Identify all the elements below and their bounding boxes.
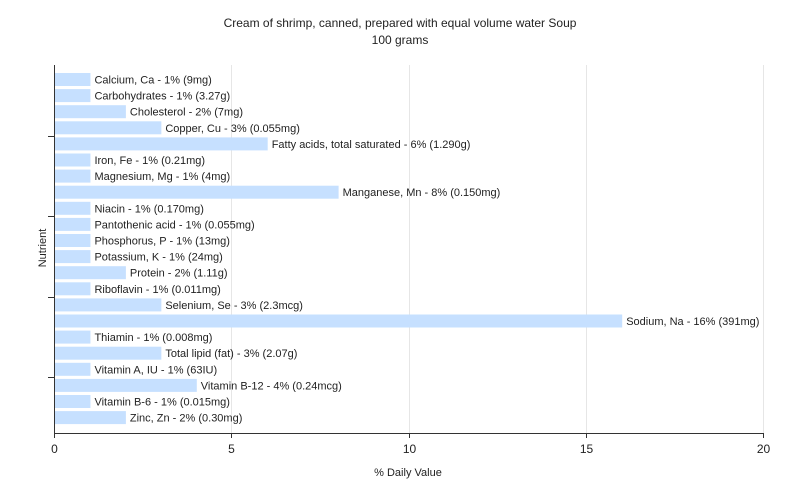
bar — [55, 201, 91, 215]
bar-label: Cholesterol - 2% (7mg) — [130, 107, 243, 119]
bar — [55, 185, 339, 199]
bar — [55, 137, 268, 151]
x-tick-label: 20 — [757, 442, 771, 456]
bars: Calcium, Ca - 1% (9mg) Carbohydrates - 1%… — [55, 73, 759, 425]
bar — [55, 362, 91, 376]
bar-label: Fatty acids, total saturated - 6% (1.290… — [272, 139, 471, 151]
x-tick-label: 5 — [228, 442, 235, 456]
bar-label: Total lipid (fat) - 3% (2.07g) — [165, 348, 297, 360]
bar-label: Calcium, Ca - 1% (9mg) — [94, 75, 211, 87]
y-axis-title: Nutrient — [37, 229, 49, 268]
x-axis-title: % Daily Value — [374, 467, 442, 479]
bar — [55, 395, 91, 408]
bar-label: Copper, Cu - 3% (0.055mg) — [165, 123, 300, 135]
x-tick-label: 15 — [580, 442, 594, 456]
gridlines — [231, 65, 764, 433]
bar — [55, 266, 126, 280]
chart-title: Cream of shrimp, canned, prepared with e… — [224, 16, 577, 30]
bar-label: Thiamin - 1% (0.008mg) — [94, 332, 212, 344]
bar — [55, 169, 91, 183]
bar-label: Potassium, K - 1% (24mg) — [94, 252, 222, 264]
bar — [55, 217, 91, 231]
bar — [55, 378, 197, 392]
bar-label: Manganese, Mn - 8% (0.150mg) — [343, 187, 501, 199]
bar-label: Pantothenic acid - 1% (0.055mg) — [94, 219, 254, 231]
axes — [48, 65, 764, 438]
bar-label: Phosphorus, P - 1% (13mg) — [94, 236, 230, 248]
bar-label: Magnesium, Mg - 1% (4mg) — [94, 171, 230, 183]
bar-label: Niacin - 1% (0.170mg) — [94, 203, 203, 215]
bar — [55, 234, 91, 247]
bar-label: Sodium, Na - 16% (391mg) — [626, 316, 759, 328]
bar — [55, 330, 91, 344]
bar — [55, 298, 162, 312]
bar — [55, 411, 126, 425]
x-tick-label: 10 — [403, 442, 417, 456]
bar-label: Vitamin B-12 - 4% (0.24mcg) — [201, 380, 342, 392]
bar — [55, 153, 91, 167]
bar-label: Vitamin B-6 - 1% (0.015mg) — [94, 397, 230, 409]
bar-label: Protein - 2% (1.11g) — [130, 268, 228, 280]
bar — [55, 282, 91, 296]
bar — [55, 121, 162, 135]
bar-label: Vitamin A, IU - 1% (63IU) — [94, 364, 217, 376]
bar — [55, 105, 126, 119]
bar-label: Iron, Fe - 1% (0.21mg) — [94, 155, 205, 167]
bar-label: Zinc, Zn - 2% (0.30mg) — [130, 413, 242, 425]
bar — [55, 89, 91, 103]
bar — [55, 314, 623, 328]
bar — [55, 346, 162, 360]
chart-subtitle: 100 grams — [372, 33, 429, 47]
bar — [55, 250, 91, 264]
bar-label: Selenium, Se - 3% (2.3mcg) — [165, 300, 303, 312]
bar-label: Carbohydrates - 1% (3.27g) — [94, 91, 230, 103]
x-tick-labels: 0 5 10 15 20 — [51, 442, 770, 456]
bar — [55, 73, 91, 86]
x-tick-label: 0 — [51, 442, 58, 456]
bar-label: Riboflavin - 1% (0.011mg) — [94, 284, 220, 296]
